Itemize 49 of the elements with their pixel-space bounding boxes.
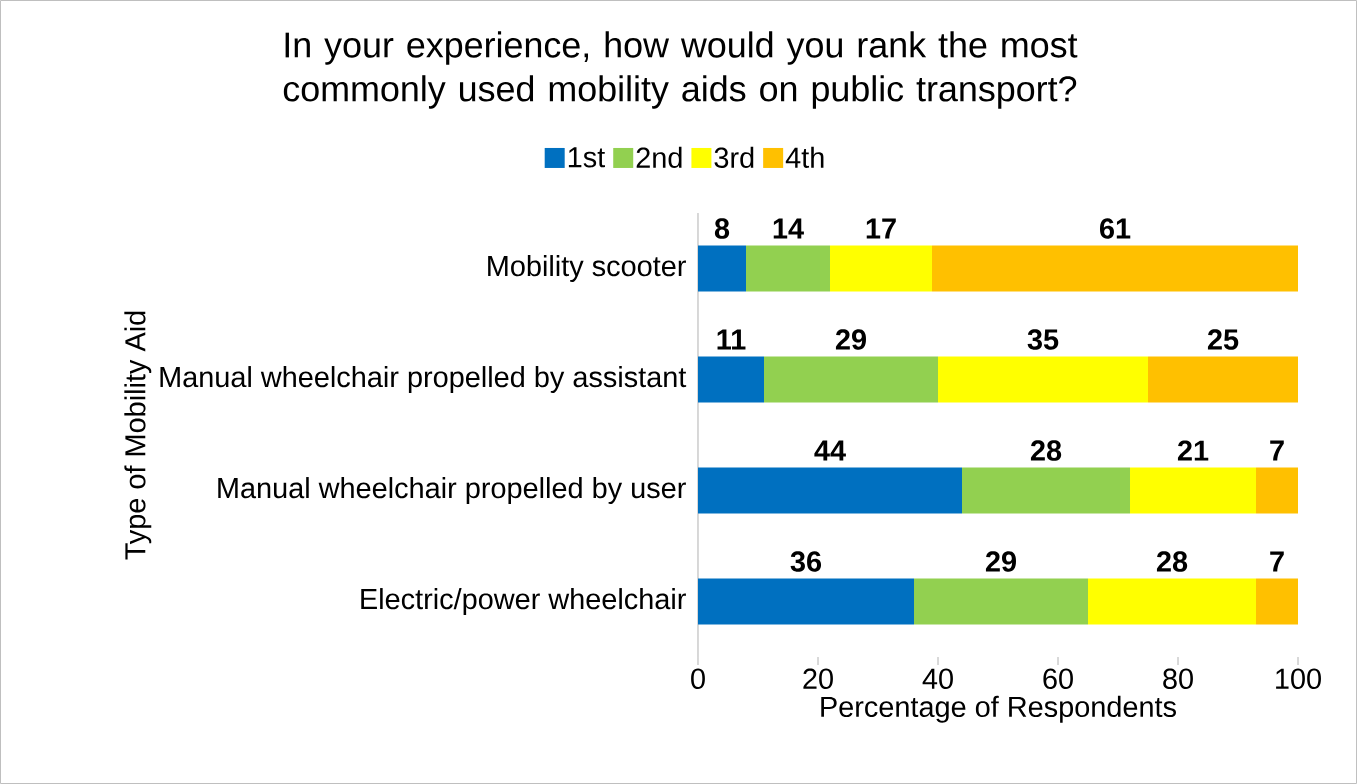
y-tick-label: Mobility scooter xyxy=(488,255,686,282)
bar xyxy=(764,356,938,403)
bar xyxy=(746,245,830,292)
bar xyxy=(1256,467,1299,514)
data-label: 29 xyxy=(835,329,866,350)
legend-label: 2nd xyxy=(636,146,682,168)
bar xyxy=(698,467,962,514)
chart-title: In your experience, how would you rank the most commonly used mobility aids on public transport? xyxy=(283,31,1078,109)
data-label: 21 xyxy=(1177,440,1209,461)
bar xyxy=(1256,578,1299,625)
data-label: 7 xyxy=(1270,440,1284,461)
data-label: 28 xyxy=(1030,440,1062,461)
bar xyxy=(938,356,1149,403)
data-label: 11 xyxy=(717,329,746,350)
bar xyxy=(932,245,1299,292)
data-label: 44 xyxy=(814,440,846,461)
y-tick-label: Electric/power wheelchair xyxy=(361,588,686,615)
bar xyxy=(1088,578,1257,625)
data-label: 29 xyxy=(985,551,1016,572)
legend-label: 4th xyxy=(785,146,824,168)
legend-label: 3rd xyxy=(714,146,754,168)
bar xyxy=(698,578,914,625)
data-label: 14 xyxy=(773,218,804,239)
x-tick-label: 60 xyxy=(1043,668,1073,689)
x-axis-title: Percentage of Respondents xyxy=(821,695,1176,723)
data-label: 8 xyxy=(714,218,730,239)
legend-label: 1st xyxy=(568,147,606,168)
data-label: 17 xyxy=(866,218,896,239)
bar xyxy=(830,245,932,292)
bar xyxy=(1130,467,1257,514)
x-tick-label: 80 xyxy=(1163,668,1193,689)
bar xyxy=(914,578,1088,625)
data-label: 7 xyxy=(1270,551,1284,572)
bar xyxy=(698,245,746,292)
data-label: 28 xyxy=(1156,551,1188,572)
y-axis-title: Type of Mobility Aid xyxy=(124,311,152,560)
y-tick-label: Manual wheelchair propelled by assistant xyxy=(160,366,687,393)
x-tick-label: 100 xyxy=(1276,668,1321,689)
data-label: 25 xyxy=(1207,329,1239,350)
y-tick-label: Manual wheelchair propelled by user xyxy=(218,477,686,504)
x-tick-label: 20 xyxy=(803,668,833,689)
data-label: 35 xyxy=(1027,329,1059,350)
bar xyxy=(1148,356,1299,403)
data-label: 36 xyxy=(790,551,822,572)
bar xyxy=(698,356,764,403)
x-tick-label: 40 xyxy=(922,668,953,689)
x-tick-label: 0 xyxy=(691,668,705,689)
bar xyxy=(962,467,1131,514)
data-label: 61 xyxy=(1100,218,1131,239)
